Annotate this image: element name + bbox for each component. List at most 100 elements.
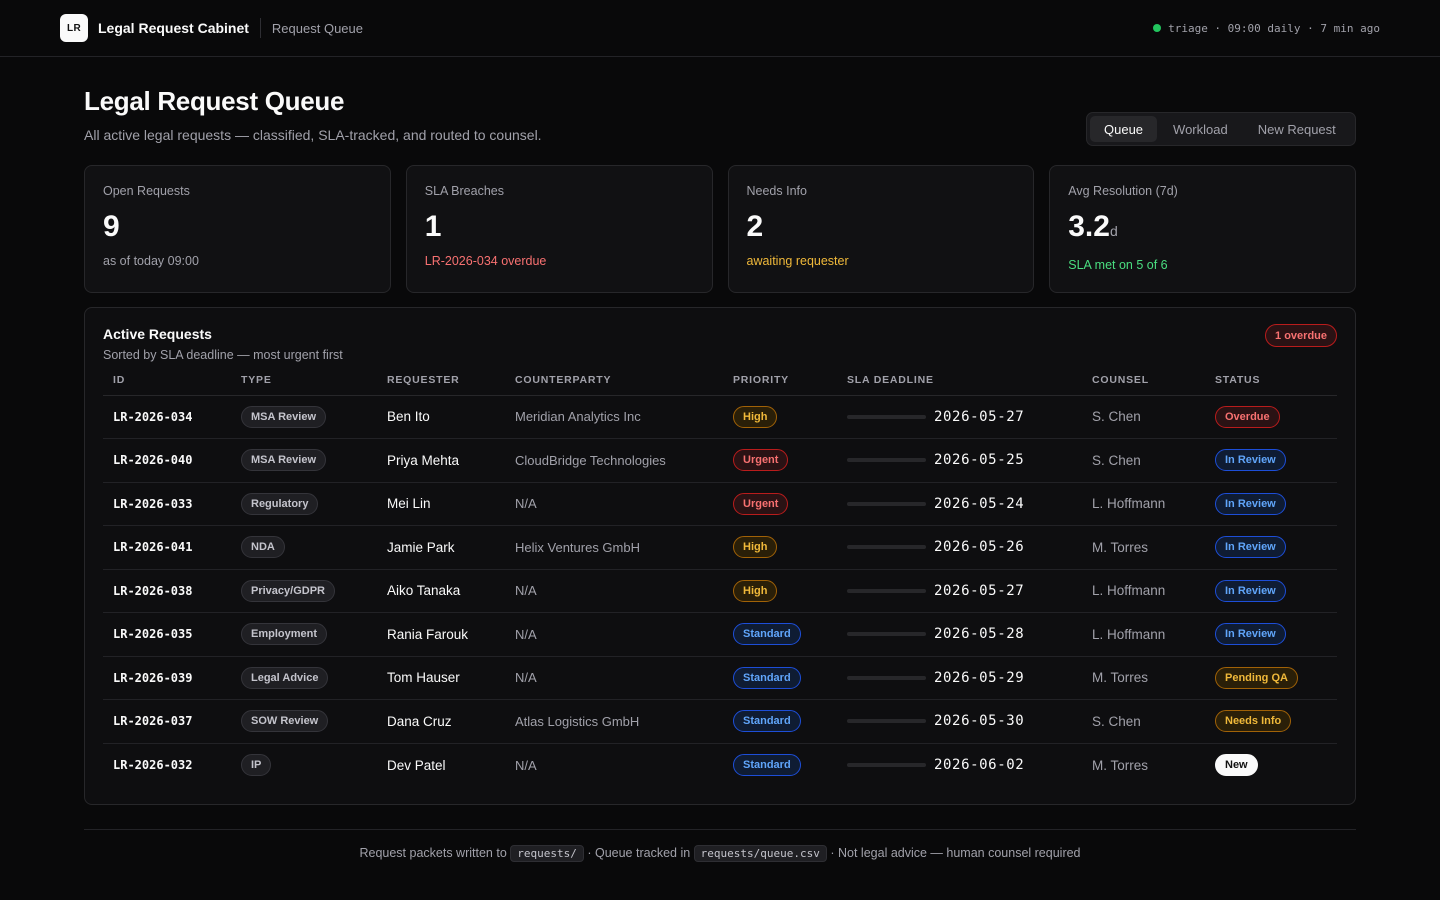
table-row[interactable]: LR-2026-033 Regulatory Mei Lin N/A Urgent 202…: [103, 482, 1337, 526]
table-row[interactable]: LR-2026-040 MSA Review Priya Mehta CloudBri…: [103, 438, 1337, 483]
stat-note: LR-2026-034 overdue: [424, 254, 547, 268]
column-header-counterparty[interactable]: COUNTERPARTY: [505, 366, 723, 396]
status-badge[interactable]: In Review: [1215, 623, 1286, 646]
requester-name: Tom Hauser: [377, 656, 505, 700]
priority-badge: Standard: [733, 754, 801, 776]
request-type-tag: Employment: [241, 623, 328, 646]
priority-badge: Urgent: [733, 449, 789, 472]
column-header-counsel[interactable]: COUNSEL: [1082, 366, 1205, 396]
request-id[interactable]: LR-2026-033: [103, 482, 231, 526]
counterparty-name: N/A: [505, 612, 723, 657]
sla-deadline-cell: 2026-05-25: [837, 438, 1082, 483]
status-cell: Overdue: [1205, 395, 1337, 439]
request-id[interactable]: LR-2026-037: [103, 699, 231, 744]
table-row[interactable]: LR-2026-032 IP Dev Patel N/A Standard 2026-06…: [103, 743, 1337, 787]
stat-number: 2: [746, 210, 764, 243]
status-badge[interactable]: Needs Info: [1215, 710, 1292, 733]
stat-unit: d: [1109, 223, 1118, 239]
counterparty-name: N/A: [515, 757, 537, 773]
table-row[interactable]: LR-2026-039 Legal Advice Tom Hauser N/A Stan…: [103, 656, 1337, 700]
stat-label: SLA Breaches: [424, 184, 504, 198]
breadcrumb[interactable]: Request Queue: [271, 20, 363, 36]
tab-new-request[interactable]: New Request: [1257, 121, 1336, 137]
app-logo[interactable]: LR: [60, 14, 88, 42]
sla-progress-track: [847, 632, 926, 637]
table-row[interactable]: LR-2026-037 SOW Review Dana Cruz Atlas Logi…: [103, 699, 1337, 744]
sla-deadline-date: 2026-05-30: [934, 713, 1025, 730]
request-id[interactable]: LR-2026-039: [103, 656, 231, 700]
type-cell: Legal Advice: [231, 656, 377, 700]
counsel-name: S. Chen: [1082, 699, 1205, 744]
panel-subtitle: Sorted by SLA deadline — most urgent fir…: [103, 348, 343, 362]
priority-badge: Standard: [733, 623, 801, 646]
type-cell: Regulatory: [231, 482, 377, 526]
priority-badge: High: [733, 405, 778, 428]
status-badge[interactable]: In Review: [1215, 579, 1286, 602]
sync-status-text: triage · 09:00 daily · 7 min ago: [1168, 21, 1380, 35]
table-row[interactable]: LR-2026-038 Privacy/GDPR Aiko Tanaka N/A Hig…: [103, 569, 1337, 613]
status-cell: In Review: [1205, 569, 1337, 613]
counsel-name: M. Torres: [1092, 757, 1149, 773]
table-row[interactable]: LR-2026-034 MSA Review Ben Ito Meridian Ana…: [103, 395, 1337, 439]
request-id[interactable]: LR-2026-040: [103, 438, 231, 483]
sla-deadline-date: 2026-05-26: [934, 539, 1025, 556]
status-cell: New: [1205, 743, 1337, 787]
status-cell: In Review: [1205, 438, 1337, 483]
status-badge[interactable]: In Review: [1215, 536, 1286, 559]
sla-deadline-cell: 2026-05-27: [837, 395, 1082, 439]
column-header-priority[interactable]: PRIORITY: [723, 366, 837, 396]
request-id[interactable]: LR-2026-041: [103, 525, 231, 570]
sla-progress-track: [847, 414, 926, 419]
sla-deadline-date: 2026-05-28: [934, 626, 1025, 643]
app-title[interactable]: Legal Request Cabinet: [98, 20, 249, 36]
stat-note: SLA met on 5 of 6: [1068, 258, 1168, 272]
request-id[interactable]: LR-2026-035: [103, 612, 231, 657]
counterparty-name: Meridian Analytics Inc: [505, 395, 723, 439]
stat-label: Open Requests: [103, 184, 190, 198]
priority-cell: High: [723, 569, 837, 613]
stat-note: awaiting requester: [746, 254, 849, 268]
tab-workload[interactable]: Workload: [1173, 121, 1228, 137]
stat-value: 9: [103, 210, 372, 244]
counsel-name: S. Chen: [1082, 395, 1205, 439]
top-bar: LR Legal Request Cabinet Request Queue t…: [0, 0, 1440, 57]
request-type-tag: Legal Advice: [241, 666, 329, 689]
status-badge[interactable]: In Review: [1215, 492, 1286, 515]
status-badge[interactable]: New: [1215, 754, 1258, 776]
stat-label: Avg Resolution (7d): [1068, 184, 1178, 198]
sla-deadline-cell: 2026-05-27: [837, 569, 1082, 613]
column-header-requester[interactable]: REQUESTER: [377, 366, 505, 396]
footer-text-2: · Queue tracked in: [587, 846, 691, 860]
counterparty-name: Helix Ventures GmbH: [505, 525, 723, 570]
priority-cell: Urgent: [723, 482, 837, 526]
sla-deadline-date: 2026-05-24: [934, 495, 1025, 512]
page-title: Legal Request Queue: [84, 86, 345, 116]
type-cell: Employment: [231, 612, 377, 657]
view-tabs: Queue Workload New Request: [1086, 112, 1356, 146]
column-header-status[interactable]: STATUS: [1205, 366, 1337, 396]
request-type-tag: IP: [241, 754, 272, 776]
requester-name: Dana Cruz: [377, 699, 505, 744]
sla-progress-track: [847, 545, 926, 550]
sla-deadline-cell: 2026-05-26: [837, 525, 1082, 570]
table-row[interactable]: LR-2026-035 Employment Rania Farouk N/A Stan…: [103, 612, 1337, 657]
status-badge[interactable]: In Review: [1215, 449, 1286, 472]
counterparty-name: N/A: [505, 482, 723, 526]
request-type-tag: MSA Review: [241, 449, 327, 472]
column-header-id[interactable]: ID: [103, 366, 231, 396]
counterparty-name: N/A: [505, 569, 723, 613]
requester-name: Ben Ito: [377, 395, 505, 439]
column-header-type[interactable]: TYPE: [231, 366, 377, 396]
request-type-tag: Privacy/GDPR: [241, 579, 335, 602]
table-row[interactable]: LR-2026-041 NDA Jamie Park Helix Ventures G…: [103, 525, 1337, 570]
tab-queue[interactable]: Queue: [1090, 116, 1158, 142]
status-badge[interactable]: Overdue: [1215, 405, 1280, 428]
status-badge[interactable]: Pending QA: [1215, 666, 1298, 689]
type-cell: IP: [231, 743, 377, 787]
request-id[interactable]: LR-2026-032: [113, 758, 193, 772]
column-header-sla-deadline[interactable]: SLA DEADLINE: [837, 366, 1082, 396]
type-cell: Privacy/GDPR: [231, 569, 377, 613]
request-id[interactable]: LR-2026-038: [103, 569, 231, 613]
request-id[interactable]: LR-2026-034: [103, 395, 231, 439]
stat-label: Needs Info: [746, 184, 807, 198]
